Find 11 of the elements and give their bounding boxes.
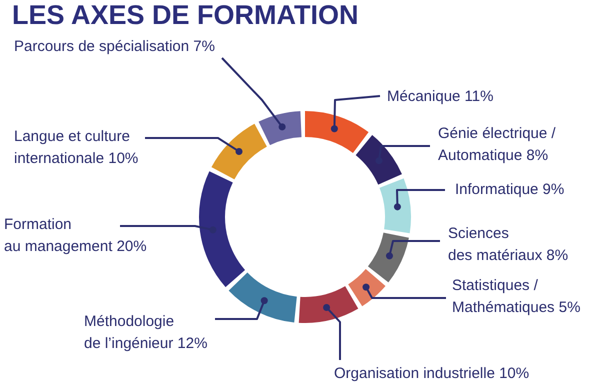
slice-label: Sciences des matériaux 8% [448,225,568,264]
slice-label: Organisation industrielle 10% [334,365,530,382]
slice-label: Statistiques / Mathématiques 5% [452,277,580,316]
slice-label: Parcours de spécialisation 7% [14,38,215,55]
slice-label: Langue et culture internationale 10% [14,128,138,167]
chart-title: LES AXES DE FORMATION [12,0,359,31]
slice-label: Formation au management 20% [4,216,147,255]
slice-label: Informatique 9% [455,181,564,198]
slice-label: Génie électrique / Automatique 8% [438,125,556,164]
slice-label: Mécanique 11% [387,88,494,105]
slice-label: Méthodologie de l’ingénieur 12% [84,313,208,352]
